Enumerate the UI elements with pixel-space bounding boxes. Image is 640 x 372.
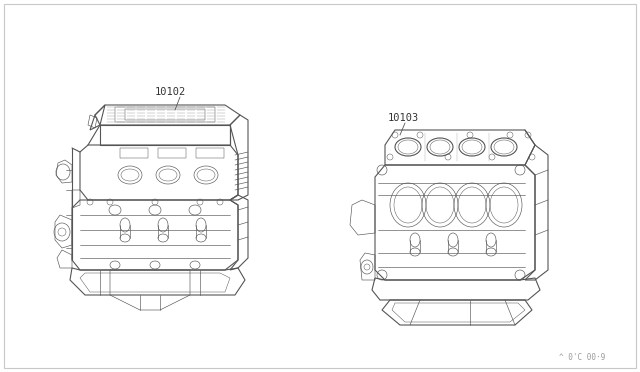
Text: 10103: 10103 <box>388 113 419 123</box>
Text: ^ 0'C 00·9: ^ 0'C 00·9 <box>559 353 605 362</box>
Text: 10102: 10102 <box>155 87 186 97</box>
